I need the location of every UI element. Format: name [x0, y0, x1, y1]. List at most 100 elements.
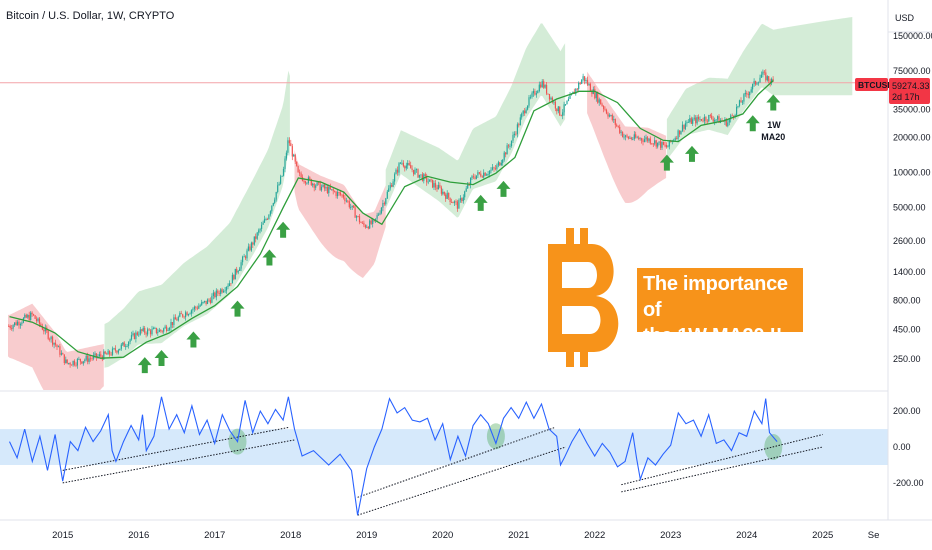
candle-body	[639, 138, 641, 140]
candle-body	[129, 339, 131, 342]
candle-body	[120, 344, 122, 349]
candle-body	[430, 179, 432, 181]
price-tick-label: 75000.00	[893, 66, 931, 76]
candle-body	[693, 117, 695, 120]
candle-body	[515, 133, 517, 135]
candle-body	[442, 191, 444, 194]
price-tick-label: 10000.00	[893, 168, 931, 178]
candle-body	[91, 358, 93, 360]
candle-body	[24, 314, 26, 318]
price-tick-label: 2600.00	[893, 236, 926, 246]
candle-body	[11, 328, 13, 329]
candle-body	[698, 117, 700, 120]
candle-body	[624, 135, 627, 137]
price-tag-value: 59274.33	[892, 81, 930, 91]
candle-body	[73, 360, 76, 365]
candle-body	[141, 329, 143, 331]
price-tick-label: 1400.00	[893, 267, 926, 277]
candle-body	[151, 329, 153, 335]
candle-body	[655, 140, 657, 147]
candle-body	[206, 299, 209, 304]
up-arrow-icon	[496, 180, 511, 197]
candle-body	[516, 124, 518, 135]
candle-body	[198, 306, 200, 309]
candle-body	[487, 174, 489, 175]
candle-body	[499, 162, 501, 166]
candle-body	[293, 154, 295, 157]
candle-body	[35, 318, 38, 321]
candle-body	[683, 124, 685, 129]
candle-body	[753, 81, 755, 85]
candle-body	[103, 351, 105, 360]
currency-label[interactable]: USD	[895, 13, 915, 23]
candle-body	[52, 336, 54, 345]
candle-body	[627, 136, 629, 139]
bitcoin-logo-tick	[580, 228, 588, 246]
candle-body	[310, 179, 312, 186]
candle-body	[385, 198, 387, 204]
bull-zone	[385, 23, 566, 218]
candle-body	[642, 140, 644, 142]
candle-body	[370, 220, 372, 224]
up-arrow-icon	[659, 154, 674, 171]
candle-body	[712, 118, 714, 122]
candle-body	[467, 184, 469, 189]
up-arrow-icon	[154, 350, 169, 367]
up-arrow-icon	[684, 145, 699, 162]
candle-body	[414, 169, 416, 175]
candle-body	[433, 183, 435, 188]
indicator-band	[0, 429, 888, 465]
candle-body	[620, 131, 622, 133]
candle-body	[603, 106, 605, 109]
candle-body	[614, 119, 616, 125]
candle-body	[477, 172, 479, 176]
candle-body	[136, 332, 138, 335]
candle-body	[478, 172, 480, 174]
candle-body	[686, 122, 688, 124]
candle-body	[9, 326, 11, 328]
candle-body	[578, 83, 580, 89]
candle-body	[16, 321, 19, 326]
candle-body	[326, 187, 328, 193]
candle-body	[350, 207, 352, 208]
candle-body	[500, 162, 502, 166]
candle-body	[472, 176, 475, 178]
candle-body	[193, 306, 195, 310]
candle-body	[263, 219, 266, 223]
candle-body	[667, 146, 669, 148]
trend-line	[357, 426, 556, 498]
candle-body	[41, 326, 43, 330]
ma20-label-line-2: MA20	[761, 132, 785, 142]
candle-body	[237, 270, 239, 273]
candle-body	[465, 188, 467, 192]
candle-body	[142, 327, 144, 331]
candle-body	[54, 342, 57, 345]
candle-body	[231, 274, 233, 284]
candle-body	[772, 78, 774, 82]
candle-body	[53, 342, 55, 345]
candle-body	[329, 186, 331, 190]
candle-body	[757, 82, 760, 84]
candle-body	[738, 100, 741, 106]
candle-body	[323, 184, 325, 189]
candle-body	[632, 139, 634, 140]
candle-body	[223, 290, 225, 293]
candle-body	[265, 219, 267, 220]
candle-body	[687, 121, 689, 123]
candle-body	[665, 145, 667, 148]
candle-body	[413, 169, 415, 175]
candle-body	[490, 169, 492, 171]
candle-body	[12, 325, 14, 329]
candle-body	[604, 108, 606, 110]
candle-body	[692, 119, 694, 124]
candle-body	[771, 78, 773, 83]
up-arrow-icon	[186, 331, 201, 348]
candle-body	[309, 177, 311, 180]
candle-body	[204, 300, 206, 302]
candle-body	[426, 175, 428, 183]
candle-body	[429, 179, 431, 182]
candle-body	[180, 313, 182, 315]
candle-body	[439, 185, 441, 188]
up-arrow-icon	[137, 357, 152, 374]
candle-body	[508, 145, 510, 147]
